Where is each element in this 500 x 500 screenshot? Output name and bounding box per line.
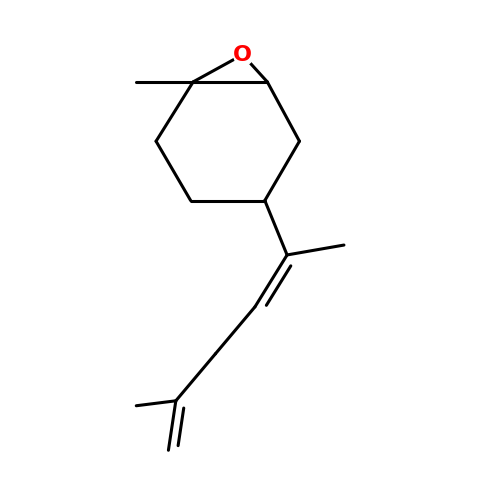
Text: O: O — [233, 44, 252, 64]
